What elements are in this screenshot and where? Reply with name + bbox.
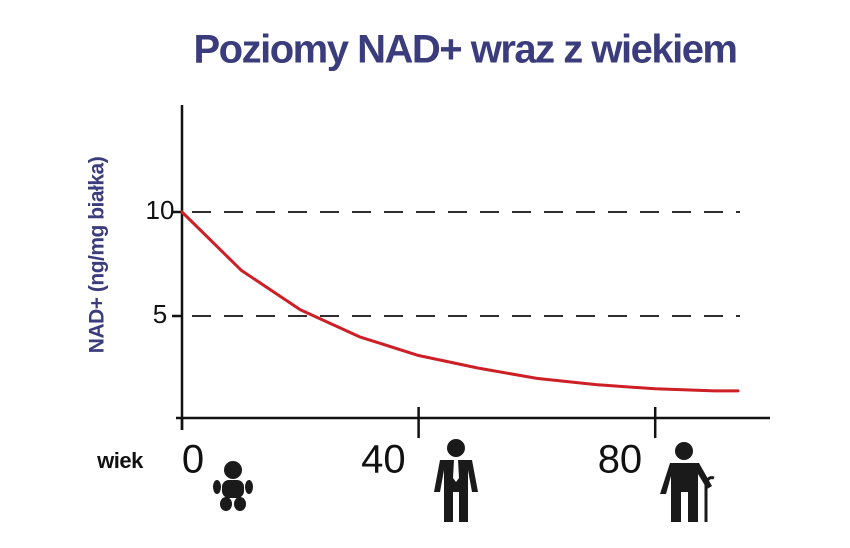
chart-title: Poziomy NAD+ wraz z wiekiem [193, 28, 736, 72]
y-axis-label: NAD+ (ng/mg białka) [86, 157, 109, 353]
x-axis-label: wiek [96, 448, 144, 473]
baby-icon [213, 461, 253, 511]
elderly-icon [660, 442, 715, 522]
data-line [180, 210, 740, 393]
adult-icon [434, 439, 478, 522]
x-tick-label: 80 [598, 438, 643, 482]
x-tick-label: 40 [361, 438, 406, 482]
y-tick-label: 5 [153, 299, 167, 329]
y-tick-label: 10 [146, 195, 175, 225]
x-tick-label: 0 [182, 438, 204, 482]
